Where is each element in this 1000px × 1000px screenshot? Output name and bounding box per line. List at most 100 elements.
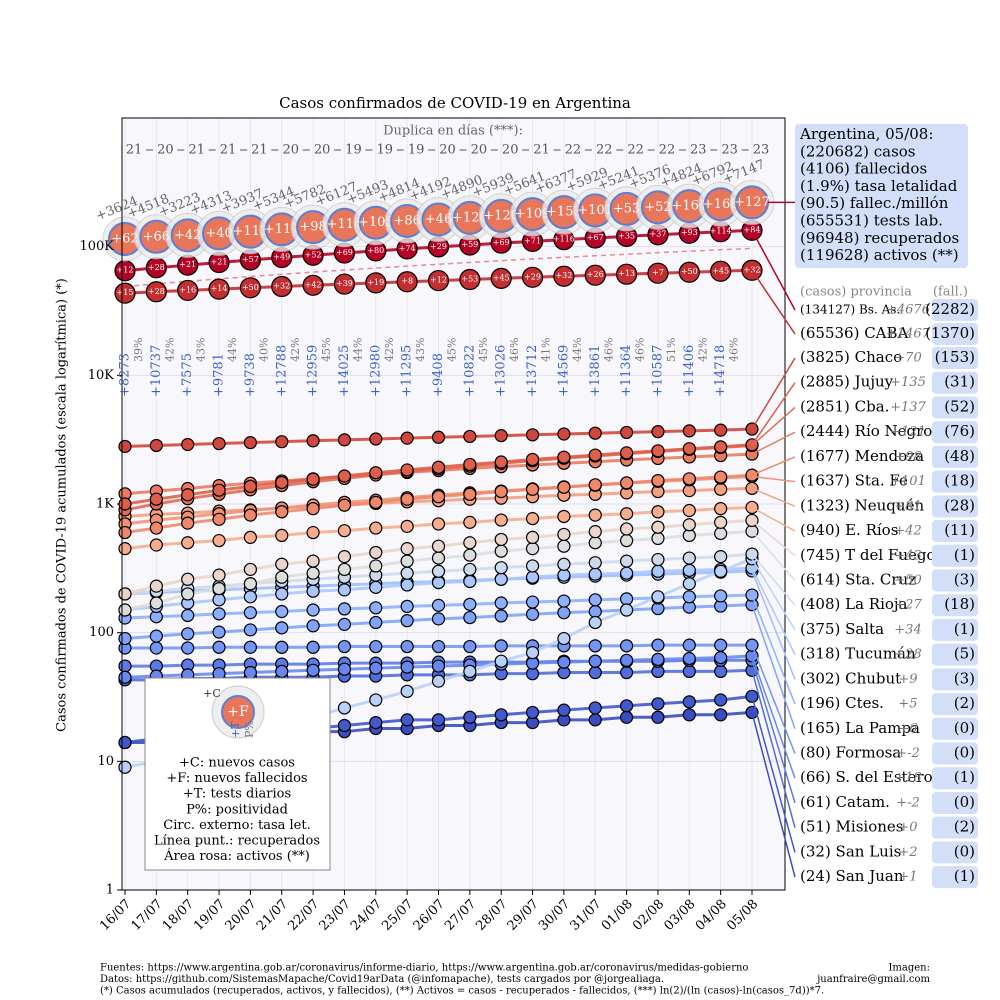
cases-marker [651, 520, 665, 534]
cases-marker [306, 619, 320, 633]
new-deaths-label: +26 [587, 270, 604, 279]
cases-marker [337, 718, 352, 733]
doubling-days: 20 [502, 143, 519, 158]
new-deaths-label: +80 [367, 246, 384, 255]
cases-marker [431, 713, 446, 727]
legend-line: +T: tests diarios [183, 787, 291, 802]
cases-marker [463, 574, 477, 589]
province-header: (casos) provincia [800, 285, 912, 300]
cases-marker [678, 261, 700, 283]
cases-marker [615, 263, 638, 285]
cases-marker [619, 446, 634, 460]
cases-marker [306, 554, 320, 568]
province-label: (745) T del Fuego [800, 546, 936, 564]
new-deaths-label: +116 [553, 235, 575, 244]
province-label: (940) E. Ríos [800, 521, 898, 539]
cases-marker [275, 640, 289, 654]
cases-marker [149, 641, 163, 655]
province-label: (1637) Sta. Fe [800, 472, 908, 490]
cases-marker [463, 515, 477, 529]
cases-marker [400, 599, 414, 614]
cases-marker [212, 533, 226, 548]
doubling-title: Duplica en días (***): [383, 124, 523, 139]
province-deaths: (0) [954, 842, 975, 860]
cases-marker [400, 554, 414, 568]
cases-marker [588, 525, 602, 539]
deaths-box [932, 299, 978, 321]
cases-marker [588, 713, 602, 727]
new-deaths-label: +46 [425, 212, 452, 227]
cases-marker [149, 521, 163, 535]
x-tick-label: 17/07 [129, 897, 166, 934]
cases-marker [306, 603, 320, 617]
new-deaths-label: +114 [710, 227, 732, 236]
new-deaths-label: +127 [734, 195, 770, 210]
cases-marker [275, 435, 289, 449]
cases-marker [337, 662, 352, 676]
new-deaths-label: +21 [179, 260, 196, 269]
tests-label: +7575 [180, 353, 195, 397]
cases-marker [212, 625, 226, 639]
cases-marker [682, 708, 696, 722]
cases-marker [337, 617, 352, 631]
x-tick-label: 22/07 [285, 897, 322, 934]
info-line: (119628) activos (**) [800, 246, 959, 264]
province-label: (408) La Rioja [800, 595, 908, 613]
deaths-box [932, 742, 978, 765]
x-tick-label: 20/07 [223, 897, 260, 934]
cases-marker [557, 655, 571, 669]
positivity-label: 42% [696, 338, 709, 362]
positivity-label: 44% [351, 338, 364, 362]
legend-line: Área rosa: activos (**) [163, 848, 310, 864]
info-line: (655531) tests lab. [800, 212, 943, 230]
cases-marker [619, 592, 634, 606]
province-new: +50 [894, 573, 921, 588]
cases-marker [369, 545, 383, 560]
new-deaths-label: +7 [652, 268, 664, 277]
cases-marker [181, 608, 195, 623]
recovered-line [124, 247, 753, 288]
province-deaths: (18) [944, 472, 975, 490]
cases-marker [682, 577, 696, 591]
cases-marker [557, 606, 571, 620]
x-tick-label: 19/07 [191, 897, 228, 934]
province-new: +121 [890, 425, 926, 440]
cases-marker [619, 425, 634, 440]
doubling-days: 20 [471, 143, 488, 158]
positivity-label: 44% [571, 338, 584, 362]
x-tick-label: 01/08 [599, 897, 636, 934]
cases-marker [275, 528, 289, 543]
cases-marker [584, 264, 606, 286]
province-label: (375) Salta [800, 620, 884, 638]
new-deaths-label: +50 [681, 267, 698, 276]
cases-marker [400, 463, 414, 477]
cases-marker [619, 476, 634, 490]
new-deaths-label: +71 [524, 236, 541, 245]
new-deaths-label: +52 [305, 250, 322, 259]
new-deaths-label: +40 [205, 226, 232, 241]
cases-marker [181, 627, 195, 641]
cases-marker [118, 497, 132, 511]
province-deaths: (0) [954, 719, 975, 737]
province-label: (24) San Juan [800, 867, 904, 885]
province-label: (134127) Bs. As. [800, 303, 900, 317]
y-axis-label: Casos confirmados de COVID-19 acumulados… [55, 278, 70, 732]
deaths-box [932, 445, 978, 468]
cases-marker [714, 515, 728, 529]
cases-marker [243, 640, 257, 654]
tests-label: +13712 [525, 345, 540, 397]
cases-marker [494, 429, 508, 443]
province-leader [751, 487, 796, 508]
province-deaths: (28) [944, 496, 975, 514]
cases-marker [651, 425, 665, 439]
cases-marker [463, 597, 477, 611]
cases-marker [181, 641, 195, 655]
province-deaths: (5) [954, 645, 975, 663]
new-deaths-label: +8 [401, 277, 413, 286]
x-tick-label: 30/07 [536, 897, 573, 934]
cases-marker [651, 638, 665, 652]
cases-marker [400, 684, 414, 698]
cases-marker [243, 590, 257, 604]
new-deaths-label: +74 [399, 244, 416, 253]
cases-marker [337, 562, 352, 577]
